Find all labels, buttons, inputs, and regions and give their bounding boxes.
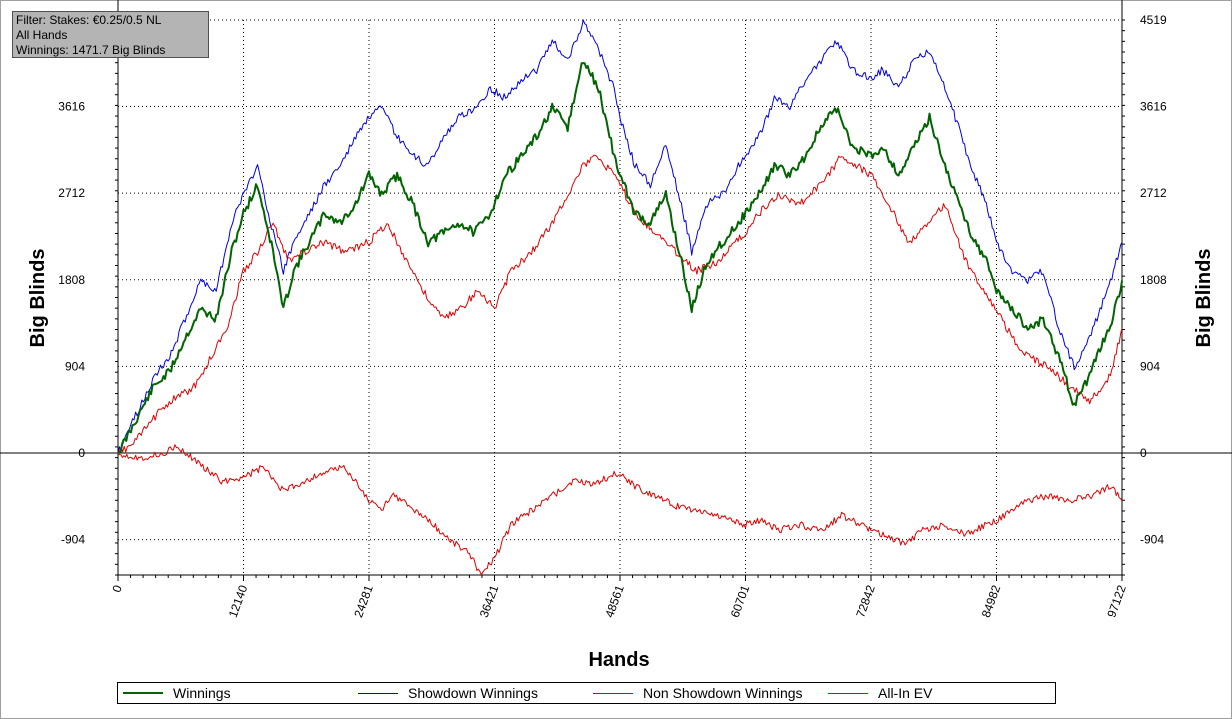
x-tick-label: 12140	[226, 583, 251, 619]
filter-info-box: Filter: Stakes: €0.25/0.5 NL All Hands W…	[12, 11, 209, 58]
y-tick-label-right: 1808	[1140, 273, 1167, 287]
legend-swatch-allin-ev	[828, 692, 868, 694]
filter-stakes-text: Filter: Stakes: €0.25/0.5 NL	[16, 13, 162, 27]
legend-label-showdown: Showdown Winnings	[408, 685, 538, 701]
y-tick-label-right: 3616	[1140, 100, 1167, 114]
x-tick-label: 72842	[853, 583, 878, 619]
x-tick-label: 0	[109, 583, 125, 594]
x-axis-title: Hands	[588, 649, 649, 671]
series-line-winnings	[117, 62, 1123, 454]
grid-layer	[0, 19, 1232, 575]
legend-swatch-non-showdown	[593, 692, 633, 694]
x-tick-label: 84982	[979, 583, 1004, 619]
x-tick-label: 97122	[1104, 583, 1129, 619]
filter-hands-text: All Hands	[16, 28, 68, 42]
y-axis-title-right: Big Blinds	[1193, 249, 1215, 348]
series-line-non-showdown	[117, 444, 1123, 576]
y-tick-label-right: 904	[1140, 359, 1160, 373]
axis-layer: -904 -904 0 0 904 904 1808 1808 2712 2712 3616 3616…	[58, 0, 1167, 619]
y-axis-title-left: Big Blinds	[27, 249, 49, 348]
y-tick-label-right: 0	[1140, 446, 1147, 460]
x-tick-label: 24281	[351, 583, 376, 619]
y-tick-label-right: -904	[1140, 533, 1164, 547]
legend-swatch-winnings	[123, 692, 163, 694]
y-tick-label-right: 4519	[1140, 13, 1167, 27]
x-tick-label: 60701	[728, 583, 753, 619]
y-tick-label-left: -904	[61, 533, 85, 547]
y-tick-label-left: 904	[65, 359, 85, 373]
series-line-allin-ev	[117, 154, 1123, 454]
legend-swatch-showdown	[358, 692, 398, 694]
legend-item-allin-ev: All-In EV	[828, 683, 932, 703]
y-tick-label-left: 3616	[58, 100, 85, 114]
legend-item-showdown: Showdown Winnings	[358, 683, 538, 703]
chart-legend: Winnings Showdown Winnings Non Showdown …	[117, 682, 1056, 704]
y-tick-label-right: 2712	[1140, 186, 1167, 200]
series-line-showdown	[117, 19, 1123, 454]
y-tick-label-left: 1808	[58, 273, 85, 287]
legend-label-non-showdown: Non Showdown Winnings	[643, 685, 803, 701]
y-tick-label-left: 2712	[58, 186, 85, 200]
y-tick-label-left: 0	[78, 446, 85, 460]
x-tick-label: 48561	[602, 583, 627, 619]
legend-label-winnings: Winnings	[173, 685, 231, 701]
legend-item-non-showdown: Non Showdown Winnings	[593, 683, 803, 703]
legend-label-allin-ev: All-In EV	[878, 685, 933, 701]
legend-item-winnings: Winnings	[123, 683, 231, 703]
x-tick-label: 36421	[477, 583, 502, 619]
series-layer	[117, 19, 1123, 576]
filter-winnings-text: Winnings: 1471.7 Big Blinds	[16, 43, 166, 57]
